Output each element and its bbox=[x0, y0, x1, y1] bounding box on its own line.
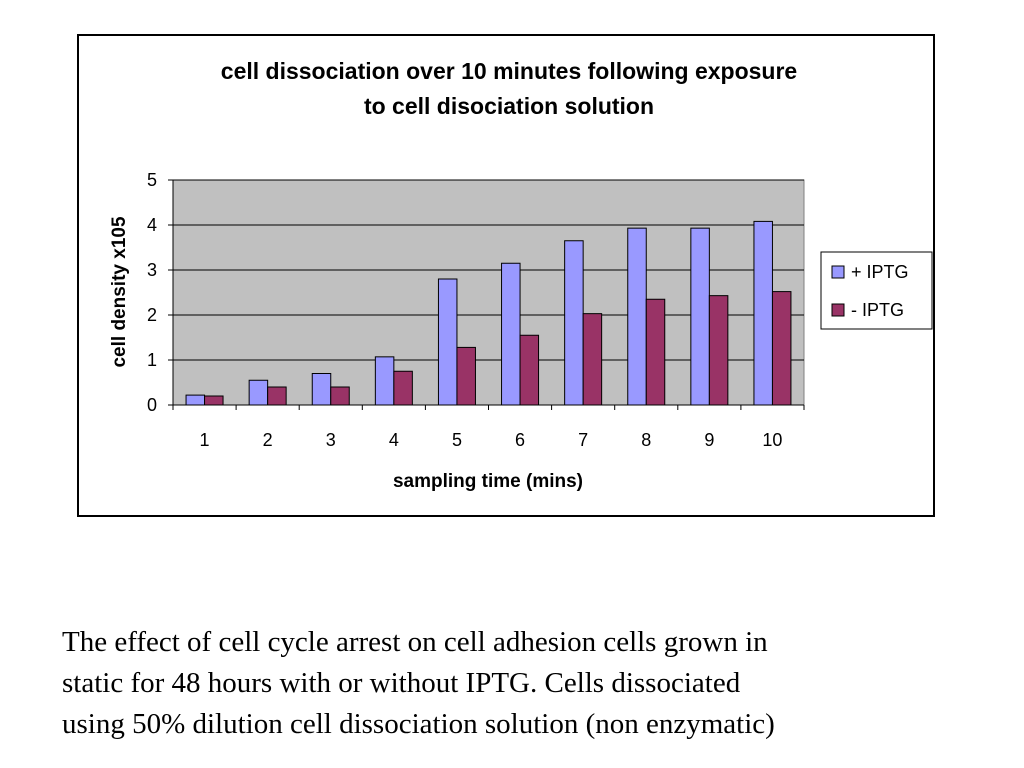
y-axis-title: cell density x105 bbox=[109, 216, 130, 367]
bar bbox=[519, 334, 540, 406]
bar bbox=[185, 394, 206, 406]
bar bbox=[456, 346, 476, 406]
bar bbox=[501, 262, 521, 406]
bar bbox=[582, 313, 603, 406]
bar bbox=[311, 373, 332, 406]
caption-line: static for 48 hours with or without IPTG… bbox=[62, 667, 741, 699]
bar bbox=[753, 220, 773, 406]
bar bbox=[690, 227, 710, 406]
bar bbox=[564, 240, 584, 406]
bar bbox=[708, 295, 729, 406]
x-tick-label: 3 bbox=[326, 430, 336, 450]
y-tick-label: 0 bbox=[147, 395, 157, 415]
caption-line: using 50% dilution cell dissociation sol… bbox=[62, 708, 775, 740]
bar bbox=[437, 278, 458, 406]
bar-chart: cell dissociation over 10 minutes follow… bbox=[109, 58, 933, 492]
bar bbox=[330, 386, 350, 406]
bar bbox=[204, 395, 224, 406]
bar bbox=[267, 386, 287, 406]
y-tick-label: 5 bbox=[147, 170, 157, 190]
figure-caption: The effect of cell cycle arrest on cell … bbox=[62, 622, 962, 745]
bar bbox=[627, 227, 647, 406]
bar bbox=[771, 291, 792, 406]
x-tick-label: 5 bbox=[452, 430, 462, 450]
legend-label: + IPTG bbox=[851, 262, 909, 282]
x-tick-label: 9 bbox=[704, 430, 714, 450]
bar bbox=[393, 370, 413, 406]
legend-label: - IPTG bbox=[851, 300, 904, 320]
caption-line: The effect of cell cycle arrest on cell … bbox=[62, 626, 768, 658]
legend-swatch bbox=[831, 303, 845, 317]
x-tick-label: 6 bbox=[515, 430, 525, 450]
x-tick-label: 8 bbox=[641, 430, 651, 450]
y-tick-label: 4 bbox=[147, 215, 157, 235]
chart-frame: cell dissociation over 10 minutes follow… bbox=[77, 34, 935, 517]
x-tick-label: 10 bbox=[762, 430, 782, 450]
chart-title: to cell disociation solution bbox=[364, 93, 654, 119]
y-tick-label: 1 bbox=[147, 350, 157, 370]
x-axis-title: sampling time (mins) bbox=[393, 471, 583, 492]
y-tick-label: 3 bbox=[147, 260, 157, 280]
y-tick-label: 2 bbox=[147, 305, 157, 325]
bar bbox=[645, 298, 666, 406]
legend-swatch bbox=[831, 265, 845, 279]
x-tick-label: 7 bbox=[578, 430, 588, 450]
bar bbox=[374, 356, 395, 406]
x-tick-label: 4 bbox=[389, 430, 399, 450]
x-tick-label: 2 bbox=[263, 430, 273, 450]
chart-title: cell dissociation over 10 minutes follow… bbox=[221, 58, 797, 84]
x-tick-label: 1 bbox=[200, 430, 210, 450]
bar bbox=[248, 379, 269, 406]
